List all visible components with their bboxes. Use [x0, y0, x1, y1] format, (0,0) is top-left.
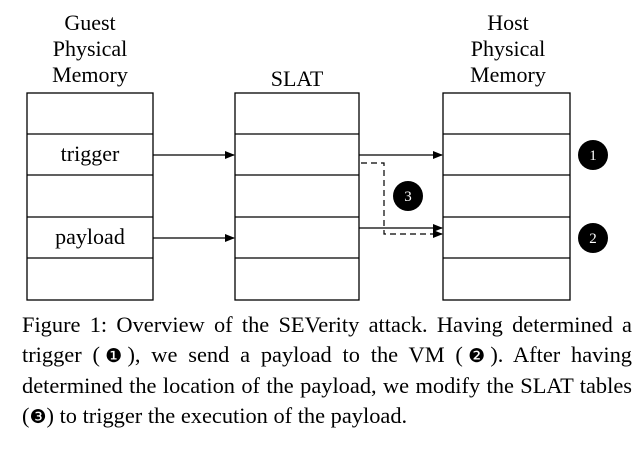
marker-1: 1: [578, 140, 608, 170]
host-title-line-1: Host: [487, 10, 529, 35]
marker-3-label: 3: [404, 189, 412, 205]
caption-text-1: Overview of the SEVerity attack. Having …: [22, 312, 632, 367]
payload-cell-label: payload: [55, 224, 125, 249]
marker-1-label: 1: [589, 148, 597, 164]
slat-title: SLAT: [271, 66, 324, 91]
marker-2-label: 2: [589, 231, 597, 247]
guest-memory-title: Guest Physical Memory: [52, 10, 128, 87]
caption-text-2: ), we send a payload to the VM (: [127, 342, 463, 367]
slat-table: [234, 92, 360, 301]
guest-title-line-2: Physical: [53, 36, 128, 61]
caption-ref-1: ❶: [99, 345, 128, 367]
figure-caption: Figure 1: Overview of the SEVerity attac…: [22, 310, 632, 432]
caption-text-4: ) to trigger the execution of the payloa…: [46, 403, 408, 428]
host-memory-title: Host Physical Memory: [470, 10, 546, 87]
guest-title-line-1: Guest: [64, 10, 115, 35]
marker-3: 3: [393, 181, 423, 211]
host-title-line-2: Physical: [471, 36, 546, 61]
host-memory-table: [442, 92, 571, 301]
caption-text-3: ). After having determined the location …: [22, 342, 632, 428]
guest-memory-table: [26, 92, 154, 301]
remap-dashed-arrow: [361, 162, 443, 238]
caption-ref-2: ❷: [462, 345, 491, 367]
guest-title-line-3: Memory: [52, 62, 128, 87]
trigger-cell-label: trigger: [61, 141, 120, 166]
caption-ref-3: ❸: [29, 406, 47, 428]
marker-2: 2: [578, 223, 608, 253]
figure-label: Figure 1:: [22, 312, 108, 337]
host-title-line-3: Memory: [470, 62, 546, 87]
severity-diagram: Guest Physical Memory SLAT Host Physical…: [26, 10, 608, 301]
